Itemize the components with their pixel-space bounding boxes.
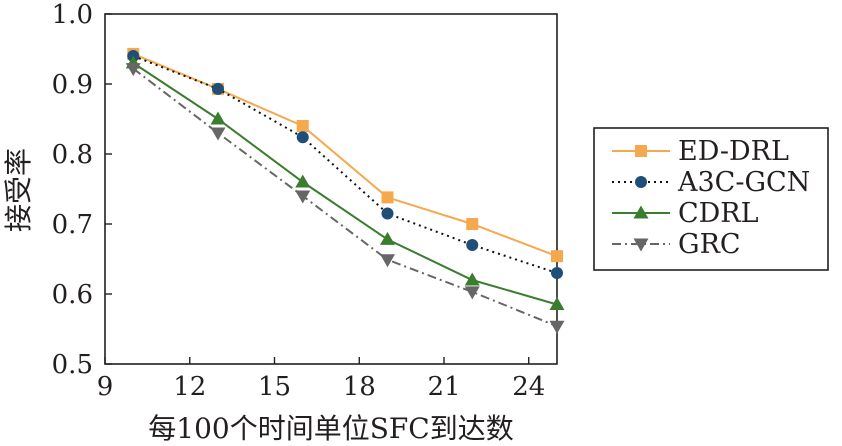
y-tick-label: 0.7 bbox=[52, 210, 93, 240]
legend-marker bbox=[633, 238, 649, 252]
data-point bbox=[296, 120, 309, 132]
legend-item: GRC bbox=[612, 229, 741, 260]
x-tick-label: 15 bbox=[258, 372, 291, 402]
legend-label: ED-DRL bbox=[678, 136, 789, 167]
legend-label: GRC bbox=[678, 229, 741, 260]
y-tick-label: 0.9 bbox=[52, 70, 93, 100]
series-a3c-gcn bbox=[127, 50, 563, 279]
legend-marker bbox=[635, 145, 647, 157]
data-point bbox=[549, 320, 565, 334]
legend-label: CDRL bbox=[678, 198, 759, 229]
data-point bbox=[551, 250, 563, 263]
legend-label: A3C-GCN bbox=[677, 167, 810, 198]
series-group bbox=[125, 47, 565, 334]
series-line bbox=[132, 52, 558, 258]
y-tick-label: 0.8 bbox=[52, 140, 93, 170]
x-tick-label: 12 bbox=[173, 372, 206, 402]
data-point bbox=[464, 286, 480, 300]
data-point bbox=[210, 111, 226, 125]
data-point bbox=[466, 218, 479, 230]
data-point bbox=[380, 231, 395, 245]
data-point bbox=[296, 131, 309, 144]
data-point bbox=[295, 174, 311, 188]
series-line bbox=[132, 67, 558, 328]
data-point bbox=[212, 82, 224, 95]
legend-item: CDRL bbox=[612, 198, 759, 229]
series-grc bbox=[125, 63, 565, 334]
x-tick-label: 24 bbox=[512, 372, 545, 402]
legend-item: ED-DRL bbox=[612, 136, 789, 167]
data-point bbox=[381, 191, 394, 204]
series-ed-drl bbox=[127, 47, 563, 263]
y-tick-label: 1.0 bbox=[52, 0, 93, 30]
legend-marker bbox=[635, 176, 647, 188]
data-point bbox=[549, 297, 565, 310]
y-tick-label: 0.5 bbox=[52, 350, 93, 380]
legend-item: A3C-GCN bbox=[612, 167, 810, 198]
data-point bbox=[210, 127, 226, 141]
x-tick-label: 18 bbox=[343, 372, 376, 402]
series-line bbox=[132, 62, 558, 306]
x-tick-label: 9 bbox=[97, 372, 114, 402]
series-line bbox=[132, 55, 558, 274]
axes: 0.5 0.6 0.7 0.8 0.9 1.0 9 12 15 18 21 24 bbox=[52, 0, 558, 402]
data-point bbox=[380, 254, 395, 268]
data-point bbox=[466, 239, 479, 251]
data-point bbox=[551, 267, 563, 279]
legend-marker bbox=[633, 205, 649, 219]
data-point bbox=[464, 272, 480, 286]
series-cdrl bbox=[125, 55, 565, 310]
y-tick-label: 0.6 bbox=[52, 280, 93, 310]
y-axis-title: 接受率 bbox=[2, 148, 35, 232]
data-point bbox=[381, 207, 394, 220]
plot-frame bbox=[104, 13, 558, 365]
x-axis-title: 每100个时间单位SFC到达数 bbox=[148, 412, 513, 445]
data-point bbox=[125, 63, 141, 77]
data-point bbox=[295, 190, 311, 204]
x-tick-label: 21 bbox=[427, 372, 460, 402]
